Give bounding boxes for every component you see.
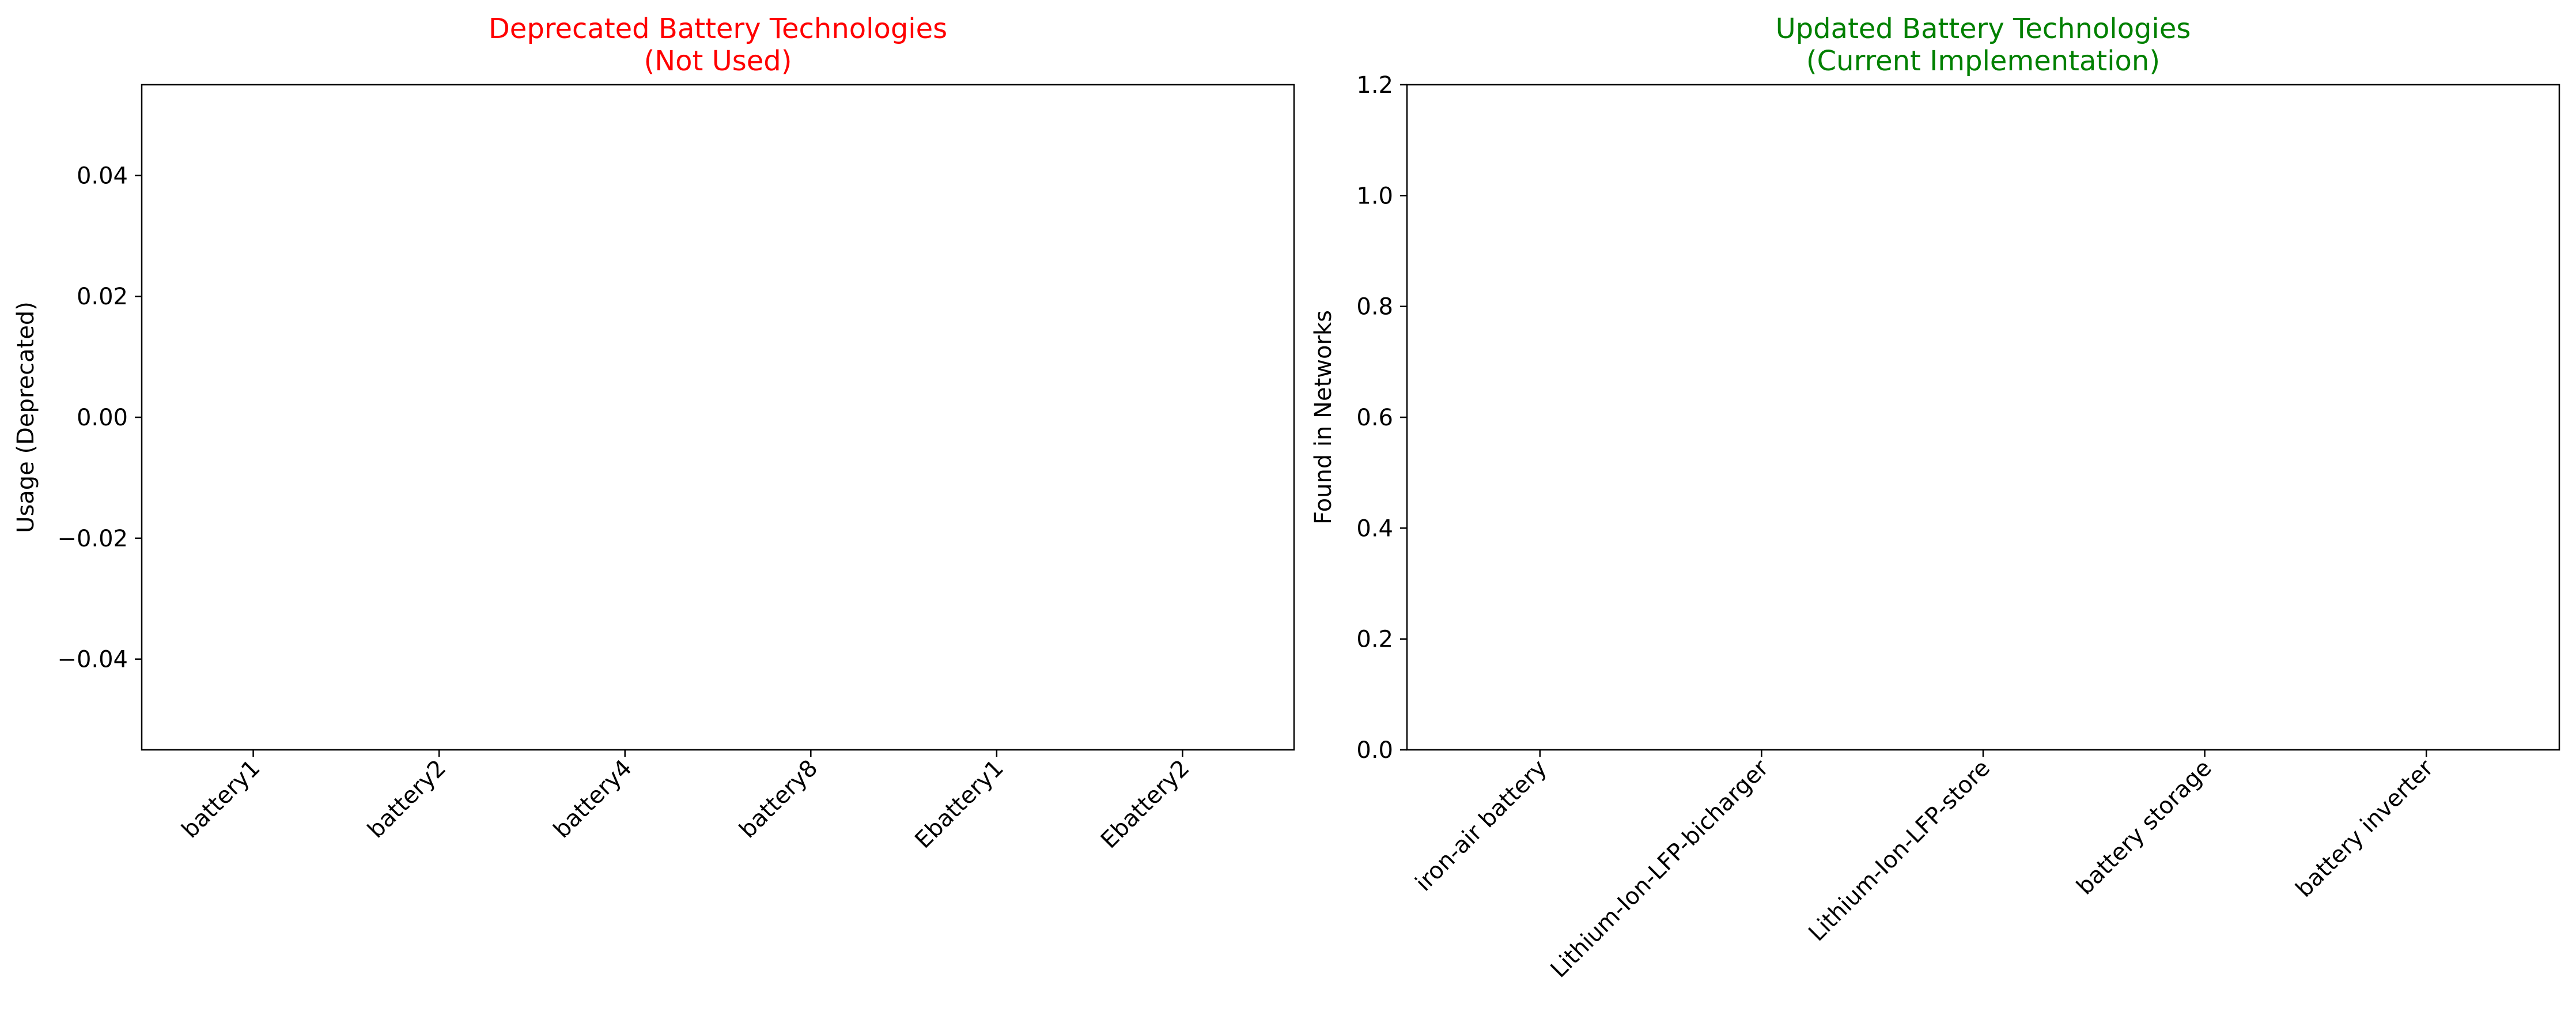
y-tick-label: 0.4 (1356, 515, 1393, 542)
y-tick-label: 0.04 (77, 163, 128, 189)
axes-frame (141, 84, 1295, 751)
axes-frame (1406, 84, 2560, 751)
y-tick-label: 0.0 (1356, 737, 1393, 764)
chart-title-line: Updated Battery Technologies (1776, 13, 2191, 45)
y-tick-label: 1.2 (1356, 72, 1393, 99)
y-axis-label: Found in Networks (1310, 310, 1337, 524)
y-tick-label: −0.02 (57, 526, 128, 552)
chart-title: Updated Battery Technologies (Current Imp… (1776, 13, 2191, 77)
y-tick-label: 0.02 (77, 284, 128, 310)
chart-title-line: (Not Used) (644, 45, 792, 77)
y-axis-label: Usage (Deprecated) (13, 301, 39, 533)
chart-title-line: Deprecated Battery Technologies (489, 13, 947, 45)
y-tick-label: 0.00 (77, 405, 128, 431)
y-tick-label: 0.2 (1356, 627, 1393, 653)
y-tick-label: −0.04 (57, 647, 128, 673)
chart-title-line: (Current Implementation) (1806, 45, 2160, 77)
y-tick-label: 0.8 (1356, 294, 1393, 320)
chart-title: Deprecated Battery Technologies (Not Used… (489, 13, 947, 77)
y-tick-label: 1.0 (1356, 183, 1393, 209)
y-tick-label: 0.6 (1356, 405, 1393, 431)
